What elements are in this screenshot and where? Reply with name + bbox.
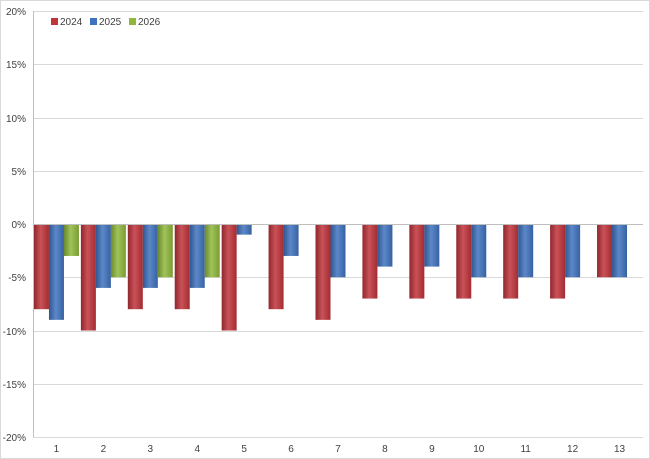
x-tick-label: 7 bbox=[335, 444, 341, 455]
legend-label-2025: 2025 bbox=[99, 17, 122, 28]
bar-2024-cat-3 bbox=[127, 224, 143, 310]
bar-2026-cat-1 bbox=[63, 224, 79, 256]
y-tick-label: 0% bbox=[12, 220, 27, 231]
x-tick-label: 4 bbox=[194, 444, 200, 455]
y-tick-label: -5% bbox=[8, 273, 26, 284]
legend-label-2024: 2024 bbox=[60, 17, 83, 28]
x-tick-label: 6 bbox=[288, 444, 294, 455]
x-tick-label: 1 bbox=[54, 444, 60, 455]
y-tick-label: 5% bbox=[12, 167, 27, 178]
bar-2025-cat-10 bbox=[471, 224, 487, 278]
legend: 2024 2025 2026 bbox=[51, 17, 161, 28]
bar-2024-cat-5 bbox=[221, 224, 237, 331]
bar-2025-cat-2 bbox=[95, 224, 111, 288]
legend-item-2026: 2026 bbox=[129, 17, 161, 28]
bar-2025-cat-5 bbox=[236, 224, 252, 235]
bar-2024-cat-10 bbox=[456, 224, 472, 299]
bar-2025-cat-9 bbox=[424, 224, 440, 267]
bar-2024-cat-11 bbox=[503, 224, 519, 299]
x-tick-label: 8 bbox=[382, 444, 388, 455]
bar-2026-cat-2 bbox=[110, 224, 126, 278]
bar-2025-cat-7 bbox=[330, 224, 346, 278]
axes bbox=[33, 11, 643, 437]
x-tick-label: 10 bbox=[473, 444, 485, 455]
legend-item-2025: 2025 bbox=[90, 17, 122, 28]
bar-2024-cat-2 bbox=[80, 224, 96, 331]
bar-2024-cat-1 bbox=[33, 224, 49, 310]
bar-2025-cat-1 bbox=[48, 224, 64, 320]
x-tick-label: 11 bbox=[520, 444, 531, 455]
bar-2025-cat-3 bbox=[142, 224, 158, 288]
y-tick-label: -20% bbox=[3, 433, 26, 444]
bar-2024-cat-8 bbox=[362, 224, 378, 299]
x-tick-label: 12 bbox=[567, 444, 579, 455]
y-tick-label: 15% bbox=[6, 60, 26, 71]
bar-2025-cat-8 bbox=[377, 224, 393, 267]
legend-label-2026: 2026 bbox=[138, 17, 161, 28]
y-tick-label: 10% bbox=[6, 114, 26, 125]
bar-2025-cat-4 bbox=[189, 224, 205, 288]
bar-2024-cat-6 bbox=[268, 224, 284, 310]
x-tick-label: 3 bbox=[148, 444, 154, 455]
x-tick-label: 9 bbox=[429, 444, 435, 455]
y-tick-label: -10% bbox=[3, 327, 26, 338]
y-axis-tick-labels: 20% 15% 10% 5% 0% -5% -10% -15% -20% bbox=[3, 7, 26, 444]
bar-2025-cat-6 bbox=[283, 224, 299, 256]
bar-2024-cat-7 bbox=[315, 224, 331, 320]
y-tick-label: -15% bbox=[3, 380, 26, 391]
bar-2026-cat-4 bbox=[204, 224, 220, 278]
x-tick-label: 13 bbox=[614, 444, 626, 455]
x-tick-label: 5 bbox=[241, 444, 247, 455]
legend-swatch-2026 bbox=[129, 18, 136, 25]
y-tick-label: 20% bbox=[6, 7, 26, 18]
bar-2025-cat-13 bbox=[612, 224, 628, 278]
x-tick-label: 2 bbox=[101, 444, 107, 455]
legend-swatch-2024 bbox=[51, 18, 58, 25]
bar-2024-cat-9 bbox=[409, 224, 425, 299]
bar-2024-cat-13 bbox=[597, 224, 613, 278]
legend-item-2024: 2024 bbox=[51, 17, 83, 28]
x-axis-tick-labels: 1 2 3 4 5 6 7 8 9 10 11 12 13 bbox=[54, 444, 626, 455]
bar-2024-cat-12 bbox=[550, 224, 566, 299]
bar-2025-cat-11 bbox=[518, 224, 534, 278]
bars bbox=[33, 224, 628, 331]
bar-2025-cat-12 bbox=[565, 224, 581, 278]
bar-2026-cat-3 bbox=[157, 224, 173, 278]
legend-swatch-2025 bbox=[90, 18, 97, 25]
bar-2024-cat-4 bbox=[174, 224, 190, 310]
